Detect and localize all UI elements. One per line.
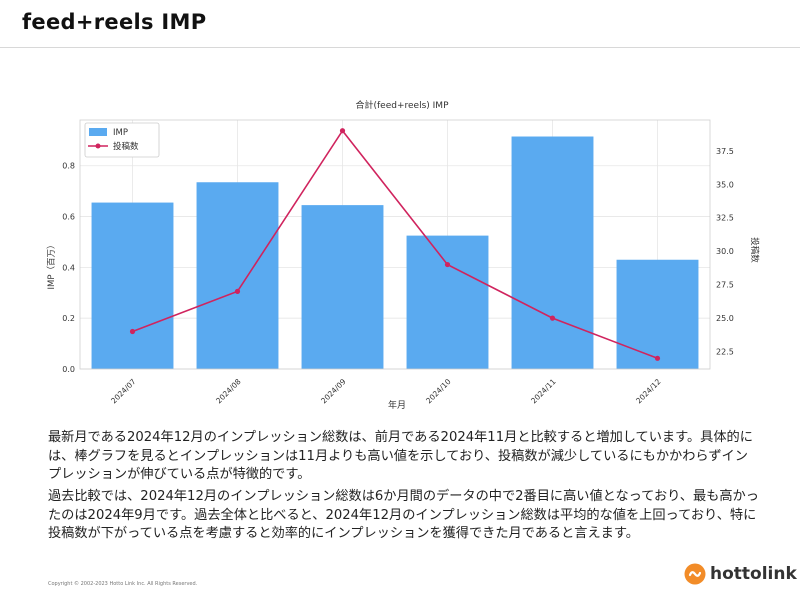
bar-imp: [616, 259, 699, 369]
y2-tick-label: 35.0: [716, 180, 734, 189]
y2-tick-label: 30.0: [716, 247, 734, 256]
point-posts: [129, 328, 136, 335]
point-posts: [654, 355, 661, 361]
bar-imp: [301, 205, 384, 369]
x-axis-label: 年月: [388, 399, 406, 411]
y2-tick-label: 22.5: [716, 348, 734, 357]
slide-title: feed+reels IMP: [22, 10, 207, 34]
y-tick-label: 0.6: [62, 213, 75, 222]
y-tick-label: 0.4: [62, 263, 75, 272]
legend-marker-posts: [95, 143, 101, 149]
point-posts: [444, 261, 451, 268]
analysis-paragraph-2: 過去比較では、2024年12月のインプレッション総数は6か月間のデータの中で2番…: [48, 489, 759, 541]
y2-tick-label: 27.5: [716, 281, 734, 290]
chart-grid: [80, 120, 710, 370]
line-series: [129, 128, 661, 361]
point-posts: [234, 288, 241, 294]
y-tick-label: 0.8: [62, 162, 75, 171]
line-posts: [132, 129, 658, 360]
bar-imp: [91, 202, 174, 369]
bar-imp: [406, 235, 489, 369]
point-posts: [549, 315, 556, 321]
legend-swatch-imp: [89, 128, 107, 136]
point-posts: [339, 128, 346, 134]
copyright: Copyright © 2002-2023 Hotto Link Inc. Al…: [48, 581, 198, 587]
x-tick-label: 2024/12: [634, 377, 663, 406]
hottolink-logo: hottolink: [684, 563, 797, 585]
x-tick-label: 2024/10: [424, 377, 453, 406]
bar-series: [91, 136, 699, 369]
y2-tick-label: 25.0: [716, 314, 734, 323]
x-tick-label: 2024/07: [109, 377, 138, 406]
chart-title: 合計(feed+reels) IMP: [356, 99, 450, 111]
plot-frame: [79, 119, 711, 370]
analysis-paragraph-1: 最新月である2024年12月のインプレッション総数は、前月である2024年11月…: [48, 430, 753, 482]
combo-chart: 合計(feed+reels) IMP 0.0 0.2 0.4 0.6 0.8 22.5 25…: [46, 99, 760, 411]
y2-axis-label: 投稿数: [749, 237, 760, 263]
chart-legend: IMP 投稿数: [84, 122, 160, 158]
bar-imp: [511, 136, 594, 369]
y-axis-label: IMP（百万）: [46, 241, 57, 290]
logo-text: hottolink: [710, 564, 797, 584]
logo-mark-icon: [684, 563, 706, 585]
y-tick-label: 0.2: [62, 314, 75, 323]
bar-imp: [196, 182, 279, 369]
title-divider: [0, 47, 800, 48]
legend-label-imp: IMP: [113, 128, 128, 138]
x-tick-label: 2024/11: [529, 377, 558, 406]
y2-tick-label: 37.5: [716, 147, 734, 156]
legend-label-posts: 投稿数: [113, 141, 139, 152]
y-tick-label: 0.0: [62, 365, 75, 374]
x-tick-label: 2024/08: [214, 377, 243, 406]
x-tick-label: 2024/09: [319, 377, 348, 406]
y2-tick-label: 32.5: [716, 214, 734, 223]
